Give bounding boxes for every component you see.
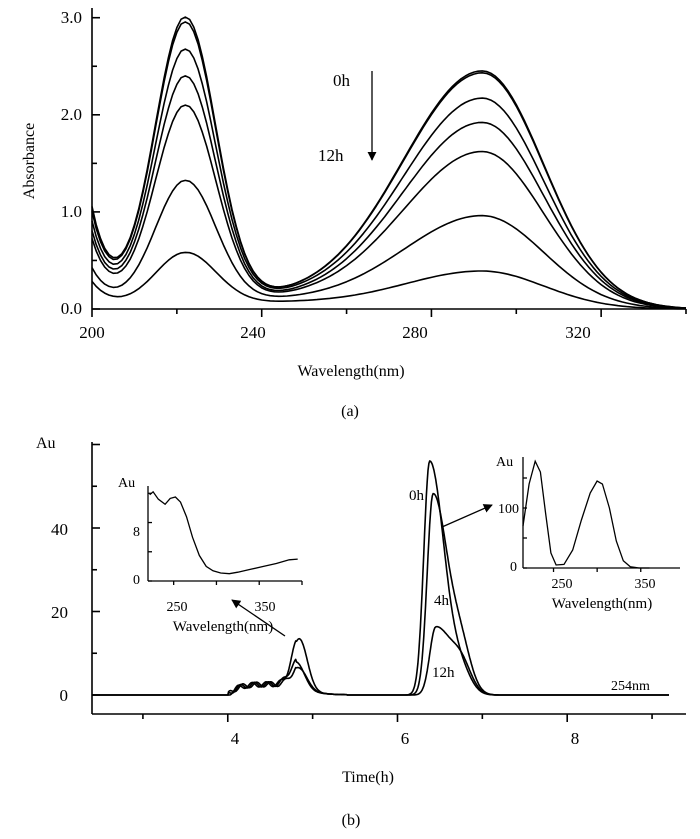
inset-left-ytick-label: 0 bbox=[133, 573, 140, 588]
inset-right-ytick-label: 0 bbox=[510, 560, 517, 575]
inset-right-spectrum-line bbox=[522, 459, 650, 569]
panel-b-label: (b) bbox=[342, 812, 361, 829]
chart-b: Au 0 20 40 4 6 8 Time(h) 0h 4h 12h 254nm… bbox=[36, 435, 686, 829]
inset-left: Au 0 8 250 350 Wavelength(nm) bbox=[118, 476, 303, 635]
chart-b-x-axis-label: Time(h) bbox=[342, 769, 394, 786]
series-line-12h bbox=[91, 251, 686, 310]
inset-right-xtick-label: 250 bbox=[552, 577, 573, 592]
series-line-0h bbox=[91, 16, 687, 309]
chart-b-series-group bbox=[92, 460, 669, 696]
series-line-4h bbox=[92, 492, 669, 696]
chart-a-x-axis-label: Wavelength(nm) bbox=[297, 363, 404, 380]
panel-a-label: (a) bbox=[341, 403, 359, 420]
inset-right-pointer-arrow bbox=[441, 504, 493, 528]
chart-b-xtick-label: 4 bbox=[231, 729, 240, 748]
inset-left-xtick-label: 250 bbox=[167, 600, 188, 615]
chart-a-xtick-label: 240 bbox=[240, 323, 266, 342]
series-line-t4 bbox=[91, 104, 687, 310]
chart-b-y-axis-label: Au bbox=[36, 435, 56, 452]
inset-left-y-label: Au bbox=[118, 476, 135, 491]
chart-b-xtick-label: 6 bbox=[401, 729, 410, 748]
inset-right-ytick-label: 100 bbox=[498, 502, 519, 517]
chart-a-ytick-label: 1.0 bbox=[61, 202, 82, 221]
chart-a-y-axis-label: Absorbance bbox=[21, 123, 38, 199]
inset-right-y-label: Au bbox=[496, 455, 513, 470]
chart-a-xtick-label: 320 bbox=[565, 323, 591, 342]
chart-a-xtick-label: 200 bbox=[79, 323, 105, 342]
inset-left-spectrum-line bbox=[149, 490, 298, 575]
series-line-t1 bbox=[91, 21, 687, 309]
annotation-start-label: 0h bbox=[333, 71, 351, 90]
series-label-0h: 0h bbox=[409, 488, 425, 504]
series-line-12h bbox=[92, 625, 669, 696]
chart-b-ytick-label: 20 bbox=[51, 603, 68, 622]
chart-a-ytick-label: 2.0 bbox=[61, 105, 82, 124]
inset-left-x-axis-label: Wavelength(nm) bbox=[173, 619, 273, 635]
inset-left-xtick-label: 350 bbox=[255, 600, 276, 615]
inset-right-xtick-label: 350 bbox=[635, 577, 656, 592]
inset-right-x-axis-label: Wavelength(nm) bbox=[552, 596, 652, 612]
series-line-t5 bbox=[91, 179, 687, 310]
series-line-t2 bbox=[91, 48, 687, 309]
chart-a-ytick-label: 3.0 bbox=[61, 8, 82, 27]
annotation-end-label: 12h bbox=[318, 146, 344, 165]
inset-left-ticks bbox=[148, 492, 303, 585]
inset-right-ticks bbox=[523, 477, 642, 572]
inset-left-pointer-arrow bbox=[231, 599, 286, 637]
chart-b-xtick-label: 8 bbox=[571, 729, 580, 748]
series-line-0h bbox=[92, 460, 669, 696]
chart-b-ytick-label: 0 bbox=[60, 686, 69, 705]
series-label-12h: 12h bbox=[432, 665, 455, 681]
inset-right: Au 0 100 250 350 Wavelength(nm) bbox=[496, 455, 680, 612]
detector-wavelength-label: 254nm bbox=[611, 679, 650, 694]
series-line-t3 bbox=[91, 75, 687, 309]
chart-a: 0.0 1.0 2.0 3.0 200 240 280 320 Absorban… bbox=[21, 8, 687, 420]
chart-b-ytick-label: 40 bbox=[51, 520, 68, 539]
chart-a-xtick-label: 280 bbox=[402, 323, 428, 342]
series-label-4h: 4h bbox=[434, 593, 450, 609]
chart-a-ticks bbox=[91, 16, 687, 317]
inset-left-ytick-label: 8 bbox=[133, 525, 140, 540]
chart-a-series-group bbox=[91, 16, 687, 310]
chart-a-ytick-label: 0.0 bbox=[61, 299, 82, 318]
